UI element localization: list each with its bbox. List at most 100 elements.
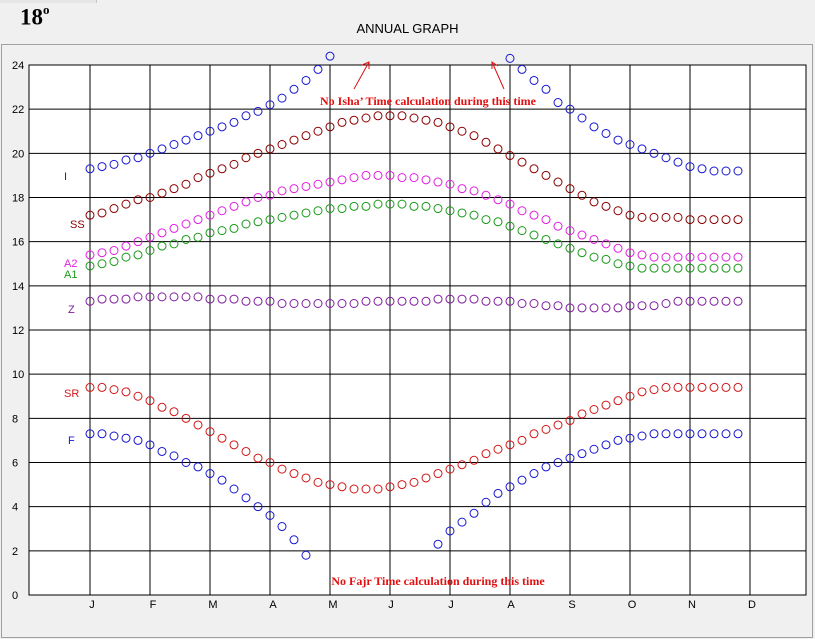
data-point <box>181 234 191 244</box>
data-point <box>229 223 239 233</box>
data-point <box>277 464 287 474</box>
data-point <box>193 131 203 141</box>
month-tick-label: M <box>208 599 217 611</box>
data-point <box>565 184 575 194</box>
data-point <box>433 117 443 127</box>
data-point <box>313 477 323 487</box>
data-point <box>289 210 299 220</box>
data-point <box>577 113 587 123</box>
data-point <box>145 148 155 158</box>
data-point <box>517 435 527 445</box>
month-tick-label: O <box>628 599 637 611</box>
data-point <box>637 144 647 154</box>
data-point <box>637 212 647 222</box>
data-point <box>589 444 599 454</box>
data-point <box>253 193 263 202</box>
data-point <box>313 179 323 189</box>
data-point <box>109 294 119 304</box>
data-point <box>169 292 179 302</box>
data-point <box>385 199 395 209</box>
data-point <box>517 64 527 74</box>
data-point <box>85 296 95 306</box>
data-point <box>589 252 599 262</box>
data-point <box>661 263 671 273</box>
data-point <box>277 522 287 532</box>
data-point <box>265 144 275 154</box>
data-point <box>229 201 239 211</box>
data-point <box>445 206 455 216</box>
data-point <box>349 484 359 494</box>
data-point <box>325 122 335 132</box>
data-point <box>133 391 143 401</box>
data-point <box>133 195 143 205</box>
data-point <box>553 301 563 311</box>
data-point <box>517 299 527 308</box>
data-point <box>193 173 203 183</box>
data-point <box>337 175 347 185</box>
y-tick-label: 2 <box>12 546 18 558</box>
data-point <box>685 162 695 172</box>
data-point <box>541 462 551 472</box>
data-point <box>133 153 143 163</box>
data-point <box>409 296 419 306</box>
data-point <box>649 252 659 262</box>
data-point <box>565 453 575 463</box>
data-point <box>109 246 119 255</box>
data-point <box>601 254 611 264</box>
y-tick-label: 12 <box>12 325 24 337</box>
data-point <box>229 440 239 450</box>
data-point <box>601 239 611 249</box>
data-point <box>181 292 191 302</box>
data-point <box>253 502 263 512</box>
data-point <box>301 208 311 218</box>
data-point <box>601 400 611 410</box>
data-point <box>157 188 167 198</box>
data-point <box>157 228 167 238</box>
data-point <box>661 429 671 439</box>
data-point <box>145 193 155 202</box>
data-point <box>229 484 239 494</box>
data-point <box>397 173 407 183</box>
data-point <box>133 237 143 247</box>
data-point <box>157 402 167 412</box>
data-point <box>289 535 299 545</box>
month-tick-label: N <box>688 599 696 611</box>
data-point <box>109 159 119 169</box>
data-point <box>349 173 359 183</box>
month-tick-label: S <box>568 599 575 611</box>
data-point <box>733 166 743 176</box>
data-point <box>265 296 275 306</box>
data-point <box>529 230 539 240</box>
data-point <box>637 263 647 273</box>
data-point <box>313 206 323 216</box>
data-point <box>133 435 143 445</box>
data-point <box>421 473 431 483</box>
data-point <box>205 469 215 479</box>
y-tick-label: 16 <box>12 237 24 249</box>
y-tick-label: 8 <box>12 413 18 425</box>
annotation-arrow <box>491 61 505 90</box>
data-point <box>649 429 659 439</box>
data-point <box>733 252 743 262</box>
data-point <box>493 296 503 306</box>
data-point <box>181 135 191 145</box>
data-point <box>277 299 287 308</box>
data-point <box>85 382 95 392</box>
data-point <box>649 301 659 311</box>
data-point <box>457 294 467 304</box>
data-point <box>397 111 407 121</box>
data-point <box>565 243 575 253</box>
data-point <box>733 263 743 273</box>
data-point <box>121 252 131 262</box>
data-point <box>709 263 719 273</box>
data-point <box>649 263 659 273</box>
y-tick-label: 22 <box>12 104 24 116</box>
data-point <box>721 263 731 273</box>
data-point <box>325 51 335 61</box>
data-point <box>385 482 395 492</box>
data-point <box>553 239 563 249</box>
data-point <box>649 212 659 222</box>
data-point <box>541 424 551 434</box>
data-point <box>109 204 119 214</box>
